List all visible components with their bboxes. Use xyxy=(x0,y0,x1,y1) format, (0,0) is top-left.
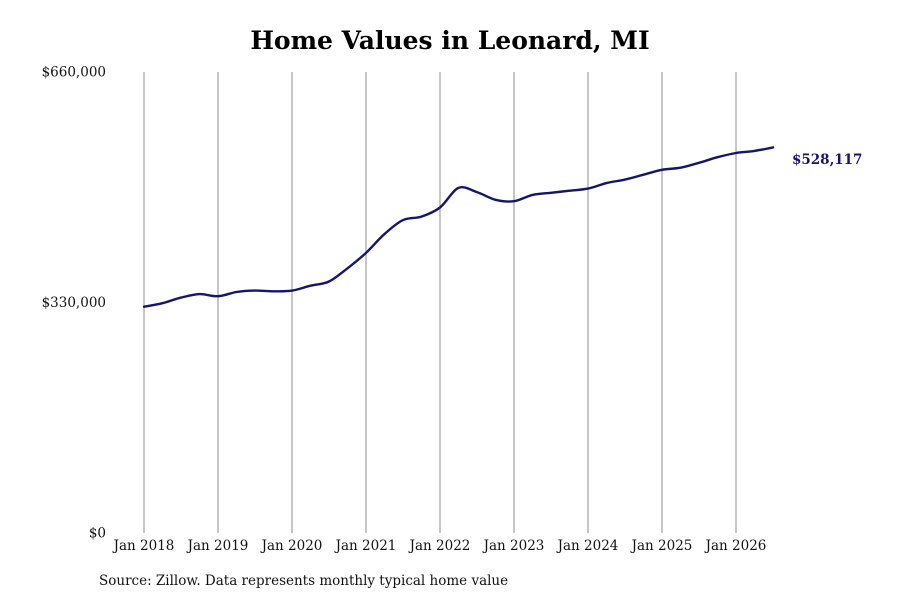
y-tick-label: $660,000 xyxy=(42,65,106,81)
series-line-home-value xyxy=(142,146,775,308)
series-layer xyxy=(142,146,775,308)
source-note: Source: Zillow. Data represents monthly … xyxy=(99,573,509,589)
x-tick-label: Jan 2026 xyxy=(704,538,767,554)
x-tick-label: Jan 2024 xyxy=(556,538,619,554)
chart-title: Home Values in Leonard, MI xyxy=(250,26,650,55)
x-tick-label: Jan 2019 xyxy=(186,538,249,554)
y-axis: $0 $330,000 $660,000 xyxy=(42,65,106,542)
x-tick-label: Jan 2018 xyxy=(112,538,175,554)
x-tick-label: Jan 2021 xyxy=(334,538,397,554)
end-value-label: $528,117 xyxy=(792,152,862,168)
x-tick-label: Jan 2025 xyxy=(630,538,693,554)
x-axis: Jan 2018 Jan 2019 Jan 2020 Jan 2021 Jan 2022… xyxy=(112,538,767,554)
gridlines xyxy=(143,72,737,533)
y-tick-label: $330,000 xyxy=(42,295,106,311)
x-tick-label: Jan 2023 xyxy=(482,538,545,554)
annotations: $528,117 xyxy=(792,152,862,168)
x-tick-label: Jan 2022 xyxy=(408,538,471,554)
x-tick-label: Jan 2020 xyxy=(260,538,323,554)
y-tick-label: $0 xyxy=(89,526,106,542)
